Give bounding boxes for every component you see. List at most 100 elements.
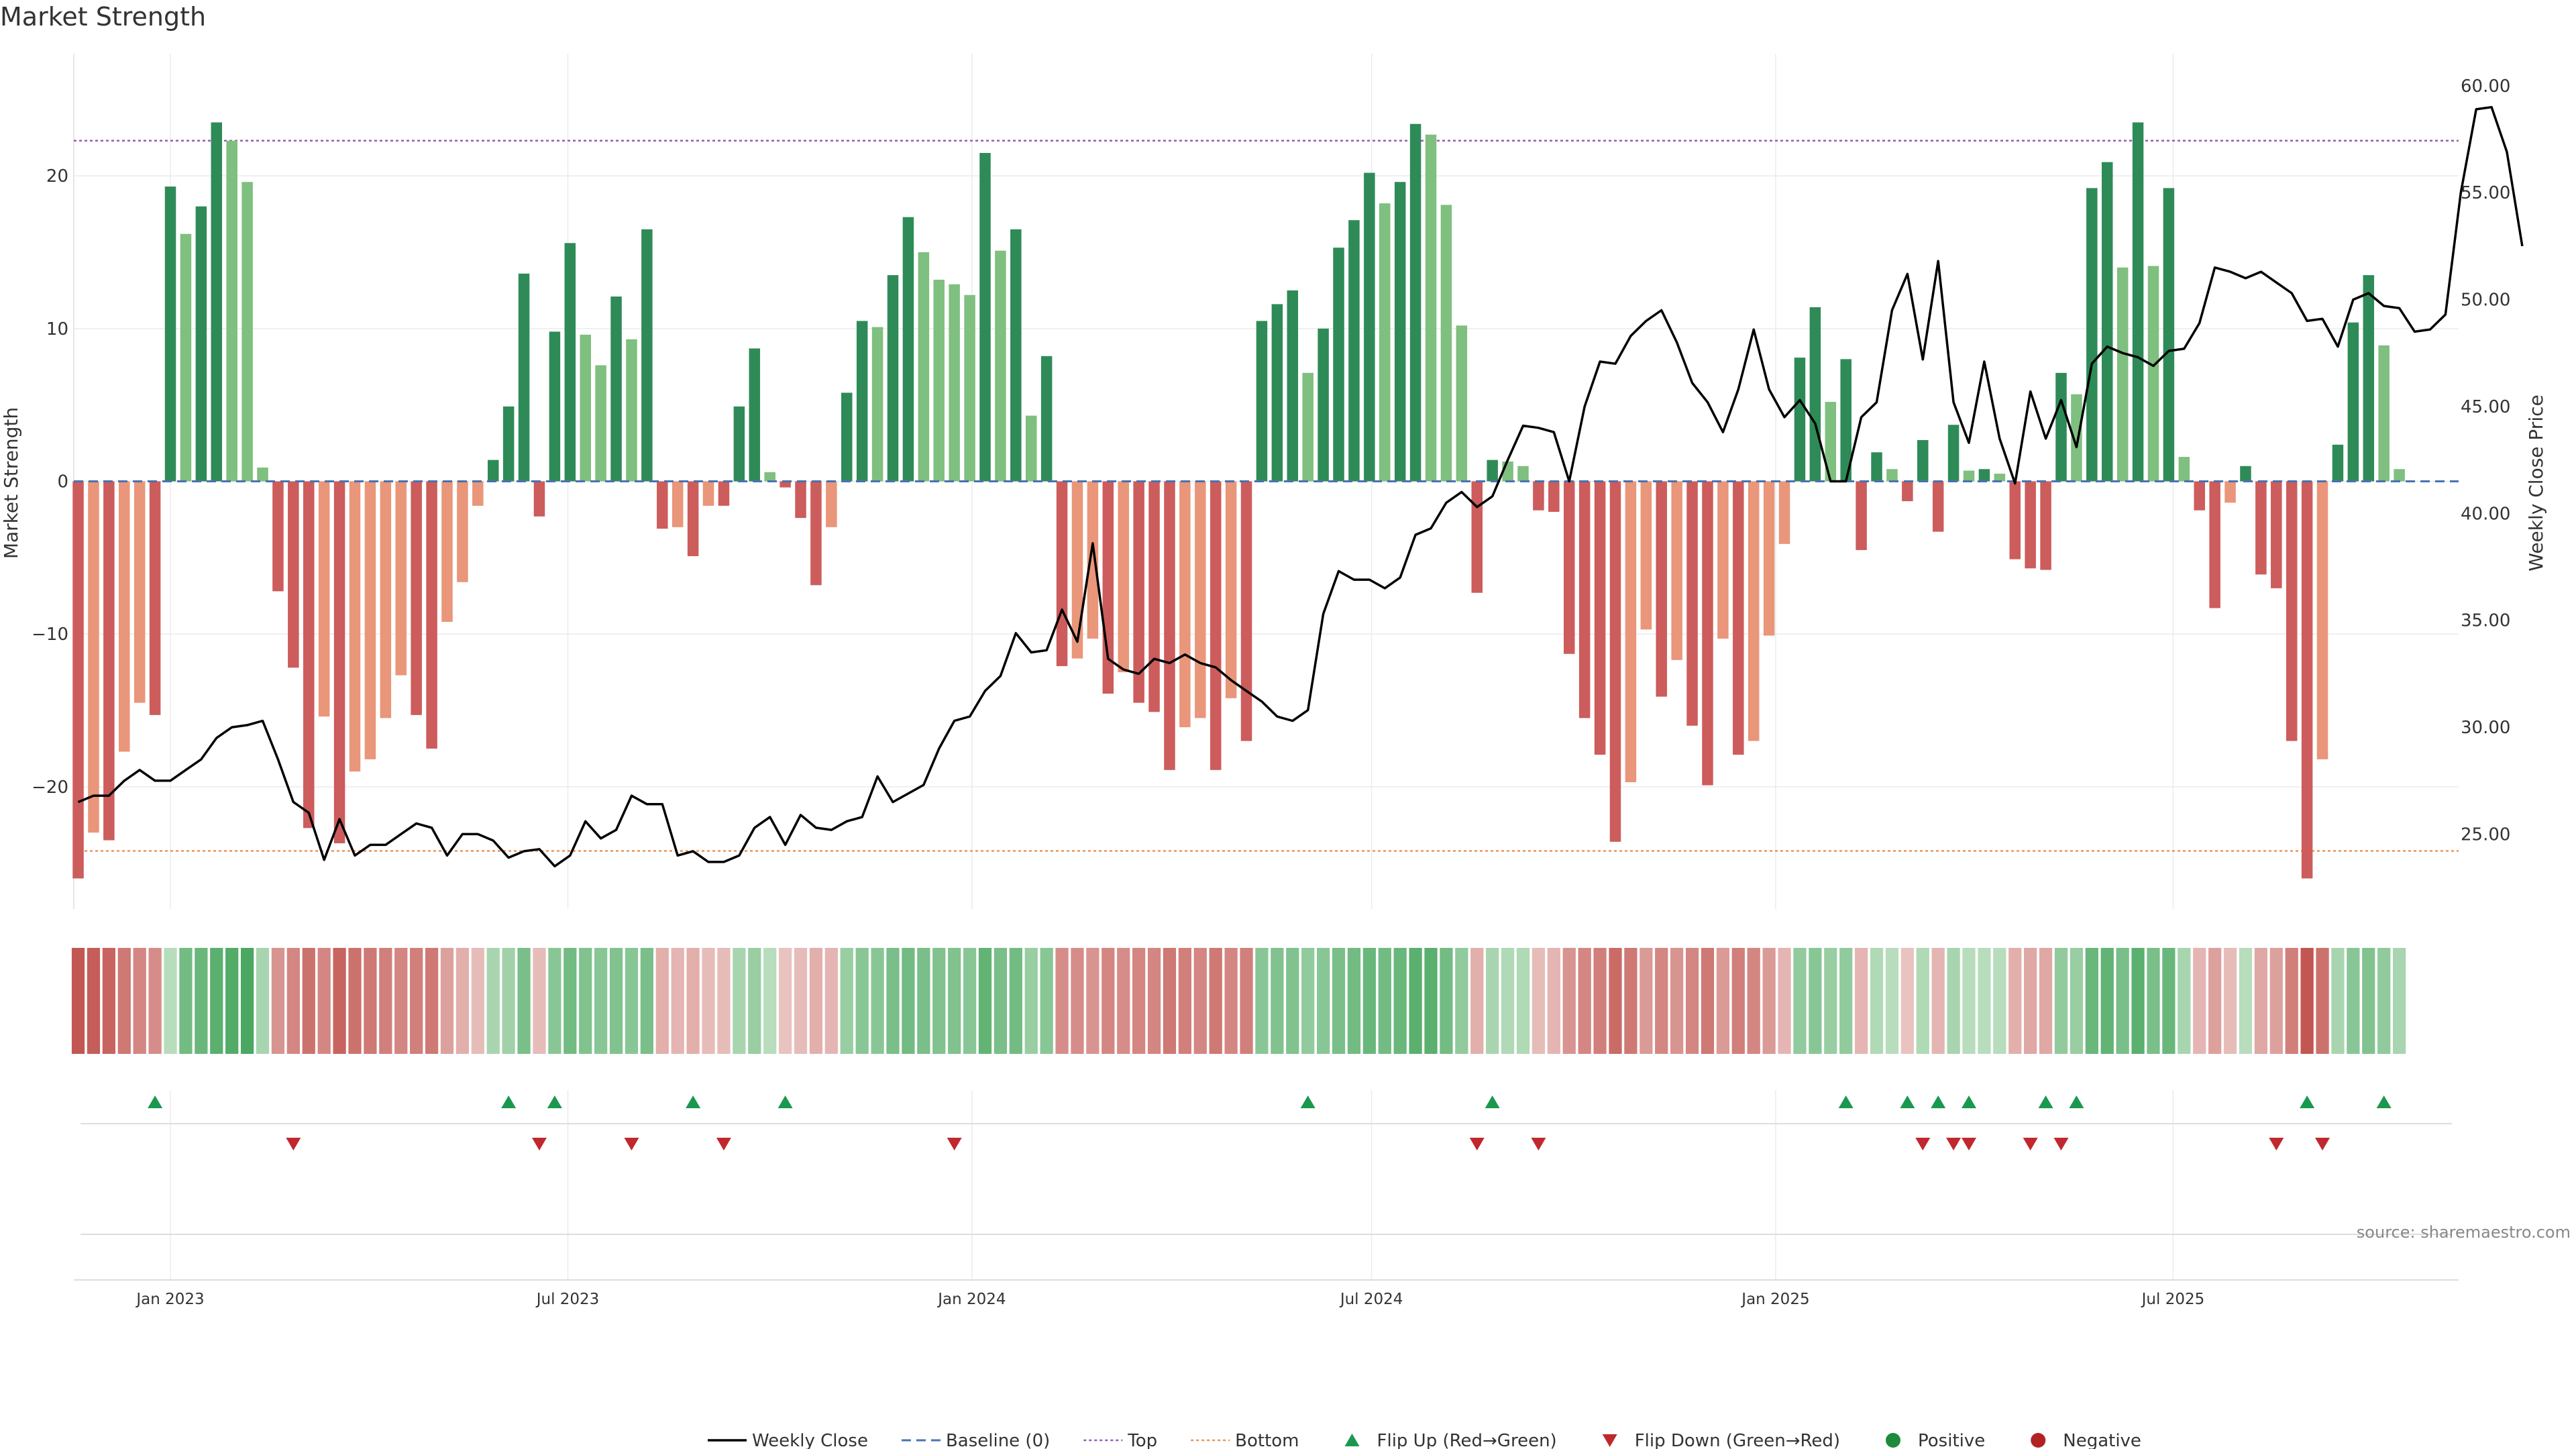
heat-cell xyxy=(2347,948,2360,1054)
heat-cell xyxy=(871,948,884,1054)
heat-cell xyxy=(1655,948,1668,1054)
legend-item: Positive xyxy=(1886,1431,1985,1449)
heat-cell xyxy=(2054,948,2068,1054)
flip-down-marker xyxy=(947,1138,962,1150)
heat-cell xyxy=(1040,948,1053,1054)
strength-bar xyxy=(1318,328,1329,482)
strength-bar xyxy=(1886,469,1898,482)
x-tick-label: Jul 2024 xyxy=(1339,1291,1403,1308)
flip-down-marker xyxy=(1469,1138,1485,1150)
strength-bar xyxy=(164,186,176,482)
legend-label: Negative xyxy=(2063,1431,2141,1449)
strength-bar xyxy=(2163,188,2175,482)
heat-cell xyxy=(1670,948,1684,1054)
strength-bar xyxy=(595,365,606,482)
strength-bar xyxy=(1794,358,1806,482)
strength-bar xyxy=(1348,220,1360,482)
heat-cell xyxy=(902,948,915,1054)
heat-cell xyxy=(794,948,808,1054)
strength-bar xyxy=(472,481,484,506)
flip-up-marker xyxy=(148,1095,163,1108)
legend-circle-icon xyxy=(2031,1433,2046,1448)
heat-cell xyxy=(2223,948,2237,1054)
flip-down-marker xyxy=(531,1138,547,1150)
heat-cell xyxy=(733,948,746,1054)
strength-bar xyxy=(1778,481,1790,544)
strength-bar xyxy=(687,481,699,557)
heat-cell xyxy=(1824,948,1837,1054)
strength-bar xyxy=(795,481,806,519)
strength-bar xyxy=(1717,481,1729,639)
strength-bar xyxy=(1947,425,1960,482)
strength-bar xyxy=(226,140,237,482)
heat-cell xyxy=(640,948,654,1054)
strength-bar xyxy=(2286,481,2298,741)
strength-bar xyxy=(1025,415,1037,482)
strength-bar xyxy=(502,406,515,482)
flip-up-marker xyxy=(1300,1095,1316,1108)
strength-bar xyxy=(1179,481,1191,728)
strength-bar xyxy=(672,481,684,527)
heat-cell xyxy=(1271,948,1284,1054)
strength-bar xyxy=(88,481,99,833)
heat-cell xyxy=(102,948,115,1054)
strength-bar xyxy=(1825,402,1837,482)
strength-bar xyxy=(303,481,315,828)
heat-cell xyxy=(2208,948,2222,1054)
strength-bar xyxy=(1379,203,1391,482)
strength-bar xyxy=(933,279,945,482)
heat-cell xyxy=(1793,948,1807,1054)
heat-cell xyxy=(133,948,146,1054)
strength-bar xyxy=(1856,481,1867,550)
flip-up-marker xyxy=(1485,1095,1500,1108)
heat-cell xyxy=(333,948,346,1054)
heat-cell xyxy=(517,948,531,1054)
heat-cell xyxy=(2039,948,2053,1054)
heat-cell xyxy=(1301,948,1315,1054)
heat-cell xyxy=(1885,948,1899,1054)
strength-bar xyxy=(426,481,437,749)
heat-cell xyxy=(2085,948,2098,1054)
x-tick-label: Jan 2025 xyxy=(1740,1291,1809,1308)
y-tick-label-right: 25.00 xyxy=(2461,824,2510,845)
strength-bar xyxy=(380,481,392,718)
heat-cell xyxy=(1086,948,1099,1054)
strength-bar xyxy=(1578,481,1591,718)
y-tick-label-right: 30.00 xyxy=(2461,718,2510,738)
strength-bar xyxy=(1902,481,1913,502)
strength-bar xyxy=(272,481,284,592)
y-tick-label-left: −20 xyxy=(32,777,68,798)
y-tick-label-left: 10 xyxy=(46,319,68,339)
heat-cell xyxy=(1516,948,1530,1054)
strength-bar xyxy=(349,481,361,772)
price-line xyxy=(77,105,2524,868)
strength-bar xyxy=(1517,466,1529,482)
strength-bar xyxy=(1210,481,1222,770)
heat-cell xyxy=(855,948,869,1054)
heat-cell xyxy=(686,948,700,1054)
strength-bar xyxy=(2316,481,2328,759)
strength-bar xyxy=(826,481,837,527)
heat-cell xyxy=(609,948,623,1054)
y-axis-label-right: Weekly Close Price xyxy=(2525,394,2547,571)
heat-cell xyxy=(1117,948,1130,1054)
strength-bar xyxy=(610,297,622,482)
heat-cell xyxy=(1731,948,1745,1054)
heat-cell xyxy=(2100,948,2114,1054)
legend-label: Weekly Close xyxy=(752,1431,868,1449)
strength-bar xyxy=(119,481,130,752)
heat-cell xyxy=(1685,948,1699,1054)
heat-cell xyxy=(655,948,669,1054)
heat-cell xyxy=(1009,948,1022,1054)
legend-label: Flip Up (Red→Green) xyxy=(1377,1431,1557,1449)
heat-cell xyxy=(671,948,684,1054)
strength-bar xyxy=(1625,481,1637,783)
heat-cell xyxy=(1347,948,1361,1054)
y-tick-label-left: 0 xyxy=(57,472,68,492)
chart-title: Market Strength xyxy=(0,2,206,32)
strength-bar xyxy=(1425,134,1437,482)
strength-bar xyxy=(1271,304,1283,482)
strength-bar xyxy=(2132,122,2144,482)
strength-bar xyxy=(1994,474,2006,482)
